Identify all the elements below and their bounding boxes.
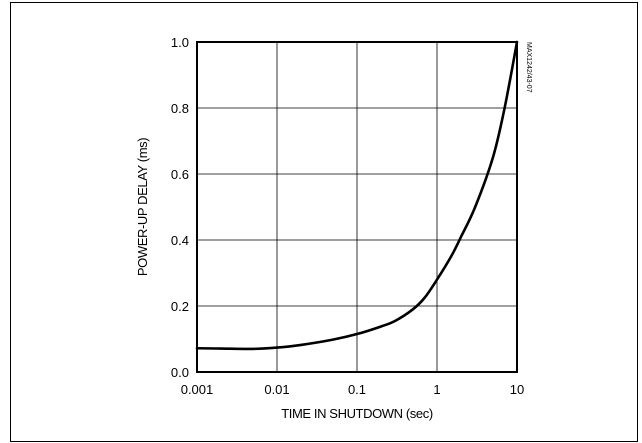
grid — [196, 41, 518, 373]
x-tick-label: 0.001 — [181, 382, 214, 397]
y-axis-label: POWER-UP DELAY (ms) — [135, 138, 150, 276]
chart-frame: 0.0 0.2 0.4 0.6 0.8 1.0 0.001 0.01 0.1 1 10 TIME … — [10, 2, 638, 442]
x-axis-label: TIME IN SHUTDOWN (sec) — [281, 406, 433, 421]
y-tick-label: 1.0 — [171, 35, 189, 50]
series-line — [195, 40, 519, 351]
x-tick-label: 10 — [510, 382, 524, 397]
y-tick-labels: 0.0 0.2 0.4 0.6 0.8 1.0 — [171, 35, 189, 380]
x-tick-label: 1 — [433, 382, 440, 397]
y-tick-label: 0.4 — [171, 233, 189, 248]
x-tick-labels: 0.001 0.01 0.1 1 10 — [181, 382, 525, 397]
plot-area — [196, 41, 518, 373]
power-up-delay-chart: 0.0 0.2 0.4 0.6 0.8 1.0 0.001 0.01 0.1 1 10 TIME … — [135, 35, 532, 421]
y-tick-label: 0.8 — [171, 101, 189, 116]
y-tick-label: 0.6 — [171, 167, 189, 182]
y-tick-label: 0.2 — [171, 299, 189, 314]
x-tick-label: 0.1 — [348, 382, 366, 397]
figure-id-note: MAX1242/43-07 — [525, 42, 532, 93]
y-tick-label: 0.0 — [171, 365, 189, 380]
x-tick-label: 0.01 — [264, 382, 289, 397]
